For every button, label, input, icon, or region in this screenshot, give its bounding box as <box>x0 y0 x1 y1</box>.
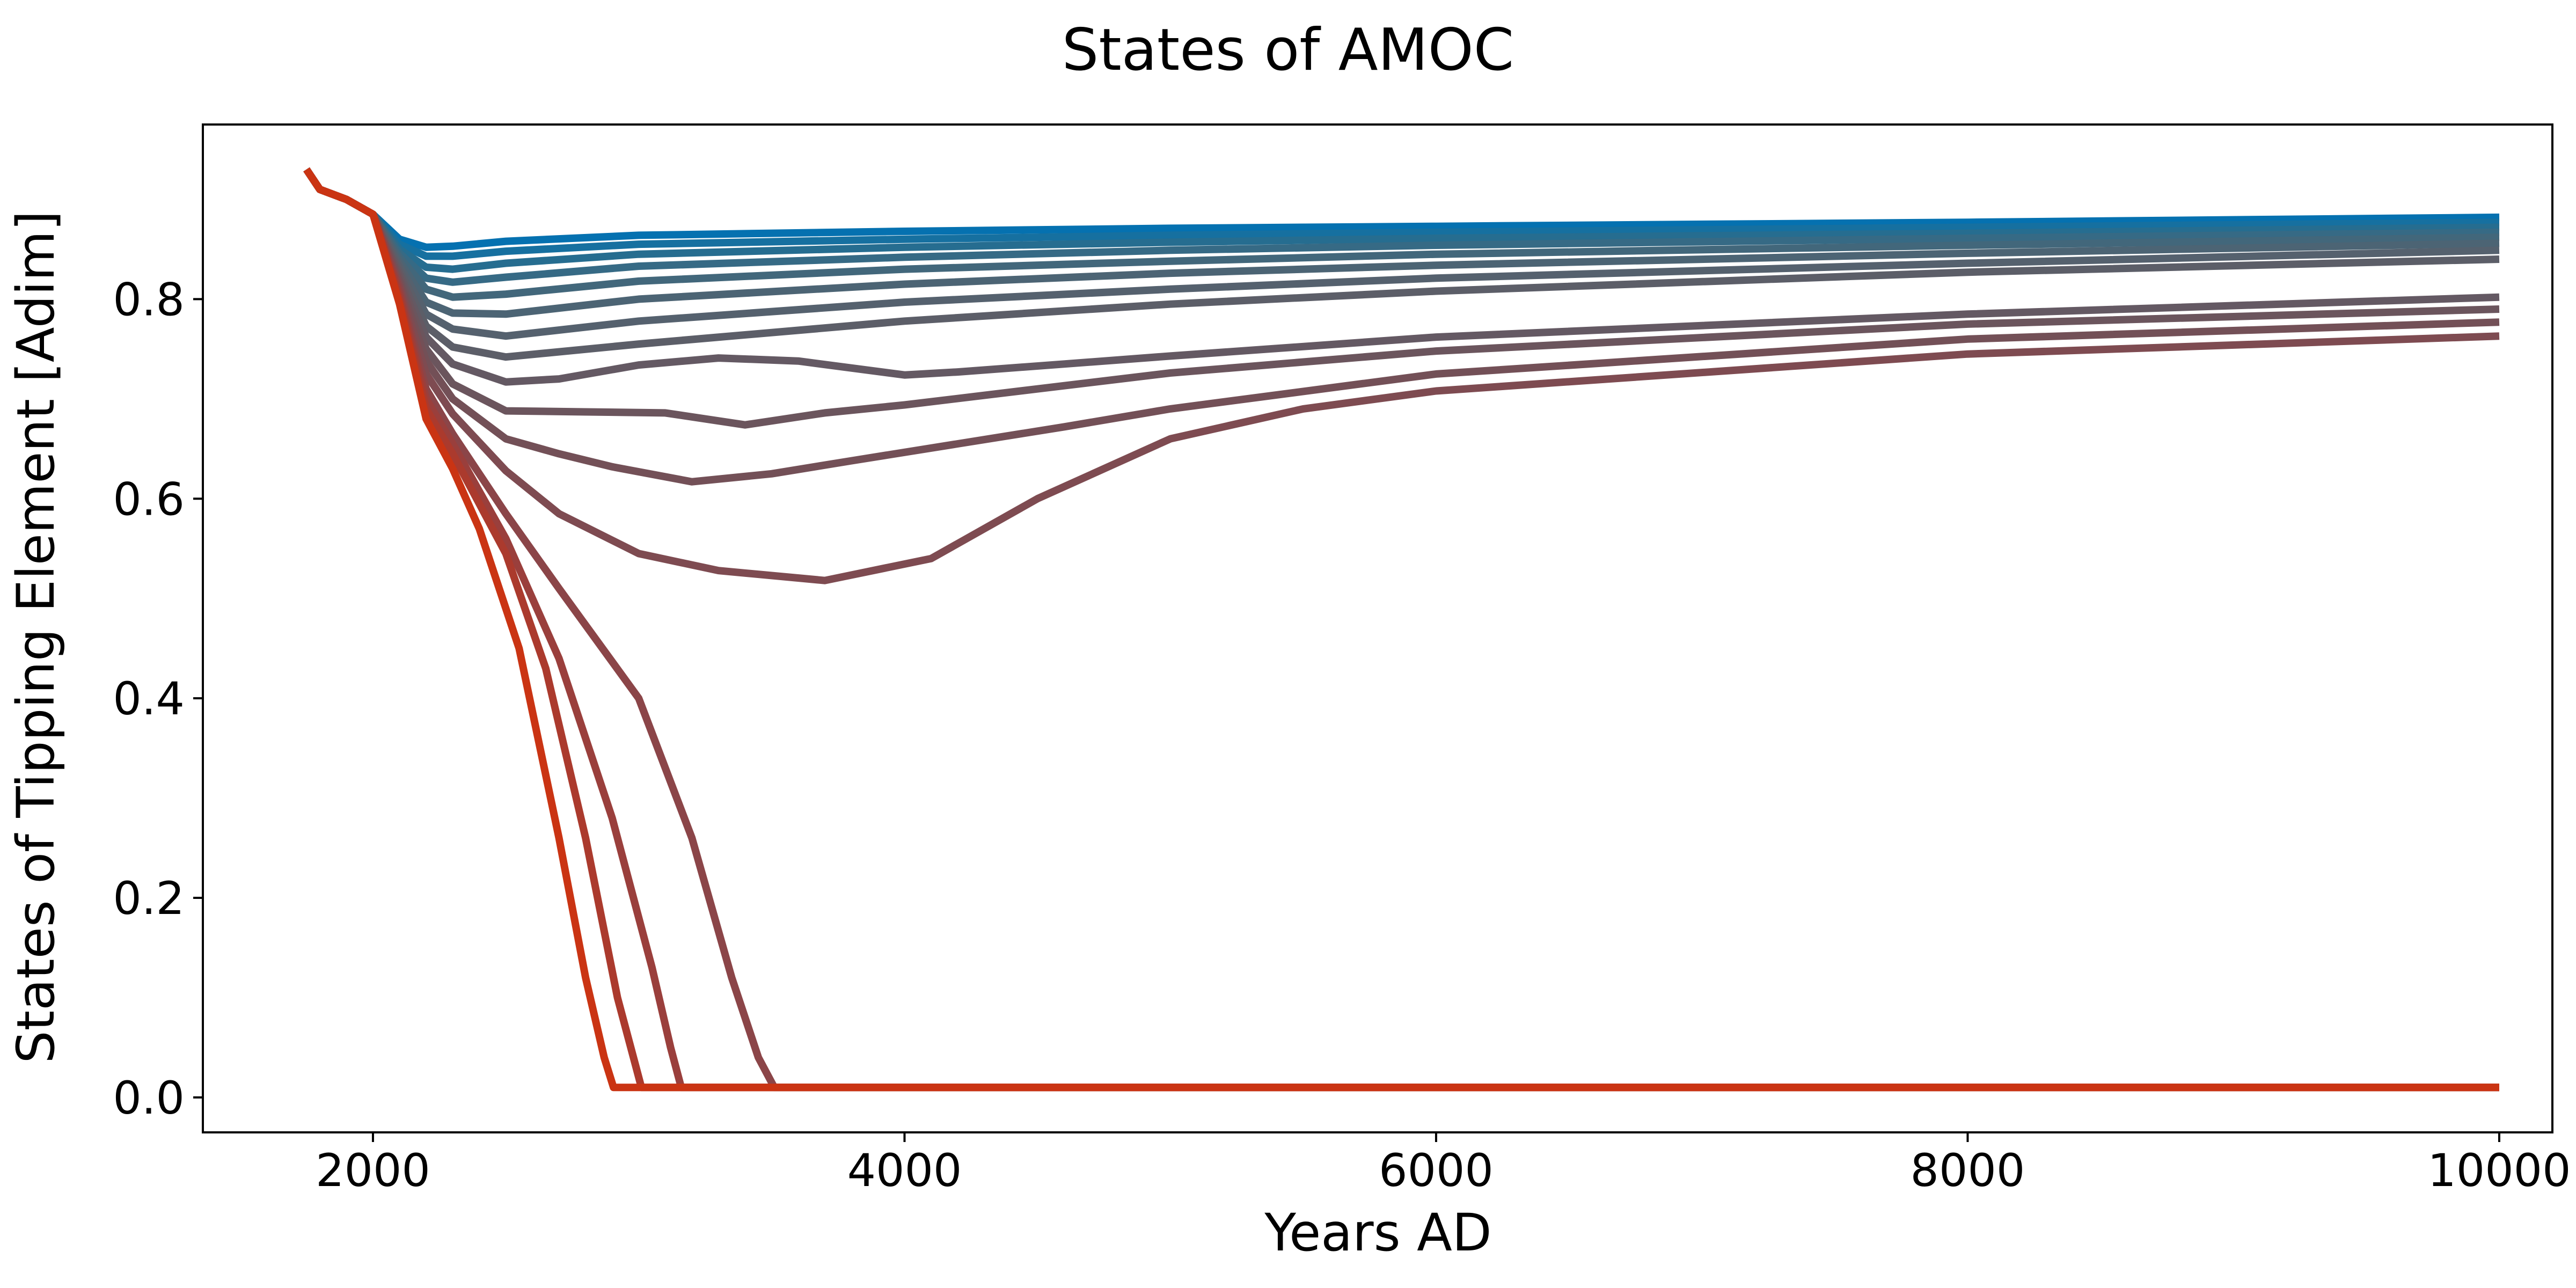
y-tick-label: 0.2 <box>113 872 185 925</box>
y-tick-label: 0.0 <box>113 1072 185 1124</box>
x-axis-label: Years AD <box>1264 1203 1491 1263</box>
y-axis-label: States of Tipping Element [Adim] <box>6 211 66 1064</box>
x-tick-label: 6000 <box>1379 1144 1494 1197</box>
y-tick-label: 0.8 <box>113 273 185 326</box>
series-line-16 <box>303 167 2499 1092</box>
x-tick-label: 10000 <box>2427 1144 2571 1197</box>
x-tick-label: 8000 <box>1911 1144 2025 1197</box>
x-tick-label: 2000 <box>316 1144 430 1197</box>
x-tick-label: 4000 <box>847 1144 962 1197</box>
chart-title: States of AMOC <box>1062 17 1514 84</box>
series-layer <box>303 167 2500 1092</box>
tick-layer: 2000 4000 6000 8000 10000 0.0 0.2 0.4 0.6 0.8 <box>113 273 2571 1197</box>
plot-frame <box>202 123 2553 1133</box>
y-tick-label: 0.4 <box>113 672 185 725</box>
y-tick-label: 0.6 <box>113 473 185 525</box>
